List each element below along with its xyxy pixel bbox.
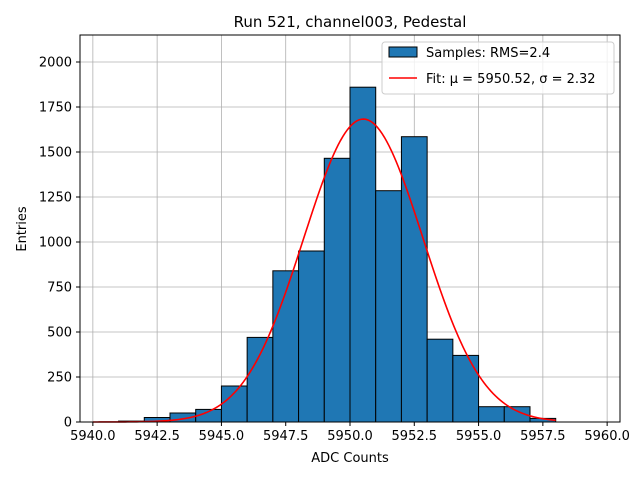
x-axis-title: ADC Counts [311,451,389,466]
legend: Samples: RMS=2.4 Fit: μ = 5950.52, σ = 2… [381,41,615,95]
fit-curve-line [92,118,556,423]
legend-box [381,41,615,95]
x-tick-label: 5957.5 [520,429,566,444]
x-tick-label: 5952.5 [392,429,438,444]
x-tick-label: 5942.5 [134,429,180,444]
y-tick-label: 2000 [39,56,72,71]
y-tick-label: 1750 [39,101,72,116]
histogram-bar [400,136,428,423]
x-tick-label: 5947.5 [263,429,309,444]
histogram-bar [452,354,480,423]
histogram-bars [118,86,557,423]
x-axis-ticks: 5940.0 5942.5 5945.0 5947.5 5950.0 5952.5 5955… [70,422,630,444]
histogram-bar [478,406,505,423]
y-tick-label: 1000 [39,236,72,251]
legend-label-samples: Samples: RMS=2.4 [426,46,550,61]
x-tick-label: 5940.0 [70,429,116,444]
histogram-bar [426,338,454,423]
x-tick-label: 5950.0 [327,429,373,444]
histogram-bar [375,190,402,423]
x-tick-label: 5955.0 [456,429,502,444]
y-tick-label: 500 [47,326,72,341]
y-tick-label: 1500 [39,146,72,161]
y-tick-label: 750 [47,281,72,296]
histogram-bar [349,86,377,423]
legend-label-fit: Fit: μ = 5950.52, σ = 2.32 [426,72,596,87]
y-tick-label: 250 [47,371,72,386]
y-axis-ticks: 0 250 500 750 1000 1250 1500 1750 2000 [39,56,80,431]
histogram-bar [246,336,274,423]
chart-title: Run 521, channel003, Pedestal [234,13,467,31]
y-tick-label: 0 [64,416,72,431]
x-tick-label: 5960.0 [584,429,630,444]
histogram-bar [220,385,248,423]
y-tick-label: 1250 [39,191,72,206]
histogram-bar [298,250,325,423]
histogram-bar [323,157,351,423]
y-axis-title: Entries [15,206,30,252]
x-tick-label: 5945.0 [199,429,245,444]
legend-swatch-samples [388,46,418,58]
